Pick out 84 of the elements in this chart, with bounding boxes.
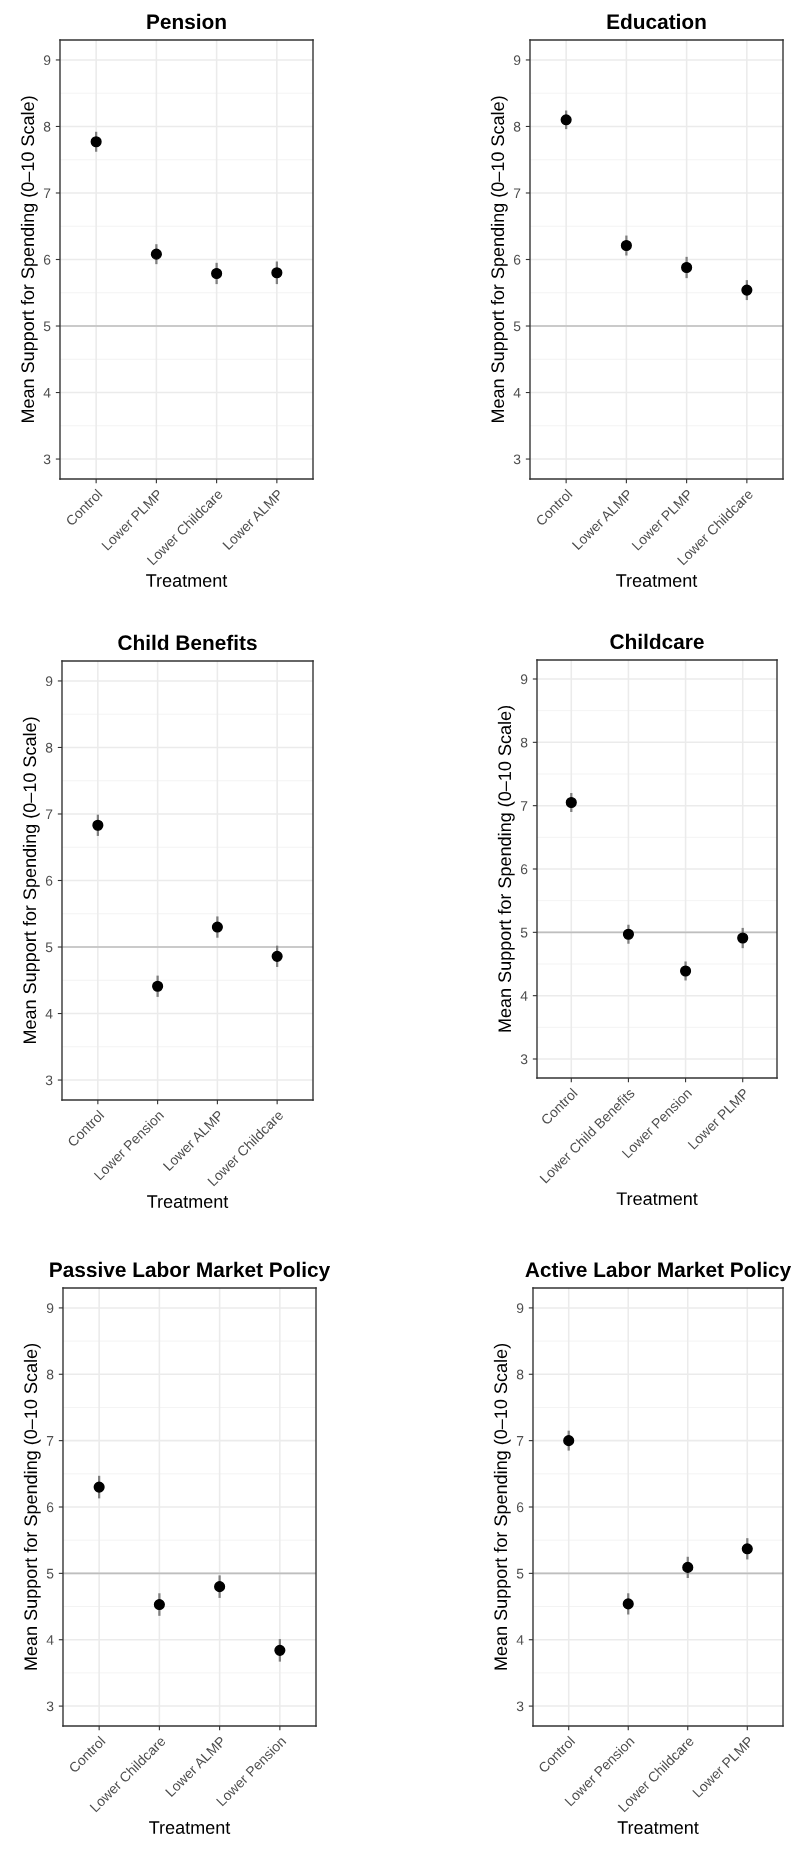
point bbox=[622, 928, 634, 940]
y-tick-label: 6 bbox=[45, 875, 53, 886]
y-tick-label: 9 bbox=[520, 674, 528, 685]
chart-title: Active Labor Market Policy bbox=[525, 1261, 792, 1282]
y-tick-label: 7 bbox=[43, 188, 51, 199]
y-axis-title: Mean Support for Spending (0–10 Scale) bbox=[23, 1344, 41, 1670]
y-tick-label: 5 bbox=[46, 1568, 54, 1579]
point bbox=[737, 932, 749, 944]
point bbox=[622, 1598, 634, 1610]
point bbox=[214, 1581, 226, 1593]
chart-title: Pension bbox=[147, 13, 226, 30]
chart-title: Child Benefits bbox=[118, 634, 257, 651]
point bbox=[565, 796, 577, 809]
y-axis-title: Mean Support for Spending (0–10 Scale) bbox=[490, 96, 508, 423]
y-axis-title: Mean Support for Spending (0–10 Scale) bbox=[493, 1344, 511, 1670]
point bbox=[620, 239, 632, 252]
chart-title: Education bbox=[607, 13, 706, 30]
y-tick-label: 6 bbox=[43, 254, 51, 265]
point bbox=[560, 114, 572, 126]
y-tick-label: 5 bbox=[513, 321, 521, 332]
y-tick-label: 6 bbox=[46, 1502, 54, 1513]
point bbox=[271, 950, 283, 962]
y-tick-label: 5 bbox=[45, 942, 53, 953]
point bbox=[211, 267, 223, 280]
x-axis-title: Treatment bbox=[616, 1192, 698, 1206]
x-axis-title: Treatment bbox=[616, 574, 698, 587]
x-axis-title: Treatment bbox=[146, 574, 228, 587]
y-axis-title: Mean Support for Spending (0–10 Scale) bbox=[497, 706, 515, 1032]
y-axis-title: Mean Support for Spending (0–10 Scale) bbox=[22, 717, 40, 1044]
point bbox=[741, 1543, 753, 1555]
y-tick-label: 5 bbox=[43, 321, 51, 332]
point bbox=[271, 267, 283, 279]
y-tick-label: 9 bbox=[516, 1303, 524, 1314]
y-tick-label: 3 bbox=[516, 1701, 524, 1712]
point bbox=[680, 965, 692, 977]
y-tick-label: 3 bbox=[43, 454, 51, 465]
point bbox=[563, 1435, 575, 1447]
y-tick-label: 3 bbox=[520, 1054, 528, 1065]
y-tick-label: 7 bbox=[46, 1436, 54, 1446]
point bbox=[741, 284, 753, 296]
y-tick-label: 6 bbox=[516, 1502, 524, 1513]
y-tick-label: 5 bbox=[520, 927, 528, 938]
y-tick-label: 8 bbox=[43, 121, 51, 132]
y-tick-label: 5 bbox=[516, 1568, 524, 1579]
point bbox=[211, 921, 223, 933]
y-tick-label: 3 bbox=[45, 1075, 53, 1086]
point bbox=[274, 1644, 286, 1656]
y-tick-label: 8 bbox=[516, 1369, 524, 1380]
y-tick-label: 8 bbox=[520, 737, 528, 748]
point bbox=[90, 136, 102, 148]
point bbox=[92, 819, 104, 831]
point bbox=[152, 980, 164, 992]
point bbox=[93, 1481, 105, 1493]
y-tick-label: 4 bbox=[513, 388, 521, 398]
x-axis-title: Treatment bbox=[149, 1821, 231, 1834]
y-tick-label: 8 bbox=[45, 742, 53, 753]
y-tick-label: 4 bbox=[516, 1635, 524, 1645]
y-tick-label: 6 bbox=[520, 864, 528, 875]
y-tick-label: 7 bbox=[45, 809, 53, 820]
y-tick-label: 8 bbox=[513, 121, 521, 132]
y-tick-label: 9 bbox=[513, 55, 521, 66]
y-tick-label: 9 bbox=[45, 676, 53, 687]
y-tick-label: 7 bbox=[520, 801, 528, 811]
y-tick-label: 3 bbox=[513, 454, 521, 465]
y-tick-label: 4 bbox=[520, 991, 528, 1001]
y-tick-label: 4 bbox=[46, 1635, 54, 1645]
point bbox=[153, 1598, 165, 1611]
y-tick-label: 8 bbox=[46, 1369, 54, 1380]
y-tick-label: 9 bbox=[46, 1303, 54, 1314]
x-axis-title: Treatment bbox=[617, 1821, 699, 1834]
point bbox=[682, 1561, 694, 1573]
y-tick-label: 6 bbox=[513, 254, 521, 265]
chart-title: Passive Labor Market Policy bbox=[50, 1261, 331, 1282]
point bbox=[150, 248, 162, 260]
y-tick-label: 4 bbox=[43, 388, 51, 398]
y-tick-label: 9 bbox=[43, 55, 51, 66]
y-tick-label: 7 bbox=[513, 188, 521, 199]
y-tick-label: 7 bbox=[516, 1436, 524, 1446]
chart-title: Childcare bbox=[610, 633, 704, 650]
point bbox=[681, 261, 693, 274]
y-axis-title: Mean Support for Spending (0–10 Scale) bbox=[20, 96, 38, 423]
y-tick-label: 3 bbox=[46, 1701, 54, 1712]
x-axis-title: Treatment bbox=[147, 1195, 229, 1208]
y-tick-label: 4 bbox=[45, 1009, 53, 1019]
